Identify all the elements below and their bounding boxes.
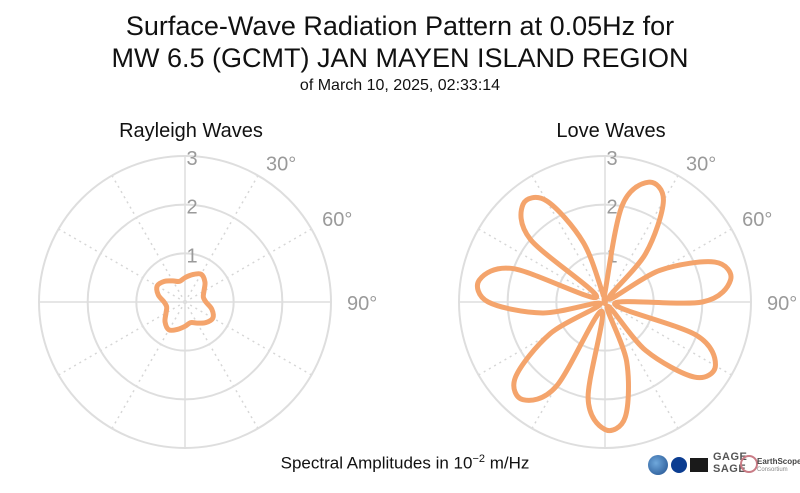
usgs-logo-icon	[690, 458, 708, 472]
angular-tick-label: 30°	[266, 154, 296, 176]
polar-chart-rayleigh: 1 2 3 30° 60° 90° Rayleigh Waves	[38, 120, 377, 449]
chart-subtitle: of March 10, 2025, 02:33:14	[299, 77, 501, 94]
grid-spoke-dotted	[184, 301, 312, 376]
sponsor-logos: GAGE SAGE EarthScope Consortium	[648, 447, 800, 487]
gage-text: GAGE	[713, 451, 748, 463]
angular-tick-label: 30°	[686, 154, 716, 176]
nasa-logo-icon	[671, 457, 687, 473]
subplot-title: Rayleigh Waves	[119, 120, 263, 142]
radial-tick-label: 2	[606, 197, 617, 219]
grid-spoke-dotted	[111, 301, 186, 429]
subplot-title: Love Waves	[556, 120, 665, 142]
units-suffix: m/Hz	[485, 453, 530, 473]
radial-tick-label: 3	[186, 148, 197, 170]
earthscope-text: EarthScope	[757, 457, 800, 466]
grid-spoke-dotted	[531, 175, 606, 303]
grid-ring	[458, 155, 752, 449]
earthscope-logo-icon	[740, 455, 758, 473]
consortium-text: Consortium	[757, 467, 788, 473]
amplitude-units-label: Spectral Amplitudes in 10−2 m/Hz	[0, 453, 800, 474]
angular-tick-label: 90°	[767, 293, 797, 315]
grid-spoke-dotted	[184, 175, 259, 303]
sage-text: SAGE	[713, 463, 747, 475]
radial-tick-label: 3	[606, 148, 617, 170]
grid-ring	[38, 155, 332, 449]
earthscope-wordmark: EarthScope Consortium	[757, 457, 800, 475]
radial-tick-label: 2	[186, 197, 197, 219]
angular-tick-label: 60°	[322, 209, 352, 231]
radiation-pattern-line	[154, 271, 216, 333]
grid-spoke-dotted	[604, 301, 732, 376]
chart-title-line1: Surface-Wave Radiation Pattern at 0.05Hz…	[125, 11, 675, 41]
polar-chart-love: 123 30°60°90°Love Waves	[458, 120, 797, 449]
angular-tick-label: 90°	[347, 293, 377, 315]
chart-title-line2: MW 6.5 (GCMT) JAN MAYEN ISLAND REGION	[111, 43, 689, 73]
grid-spoke-dotted	[604, 301, 679, 429]
radiation-pattern-line	[475, 179, 734, 433]
grid-spoke-dotted	[58, 228, 186, 303]
angular-tick-label: 60°	[742, 209, 772, 231]
grid-ring	[86, 203, 284, 401]
units-exponent: −2	[472, 453, 485, 465]
nsf-logo-icon	[648, 455, 668, 475]
gage-sage-logo: GAGE SAGE	[713, 451, 747, 475]
radial-tick-label: 1	[186, 245, 197, 267]
grid-spoke-dotted	[604, 175, 679, 303]
units-prefix: Spectral Amplitudes in 10	[280, 453, 473, 473]
grid-spoke-dotted	[478, 228, 606, 303]
grid-ring	[135, 252, 235, 352]
